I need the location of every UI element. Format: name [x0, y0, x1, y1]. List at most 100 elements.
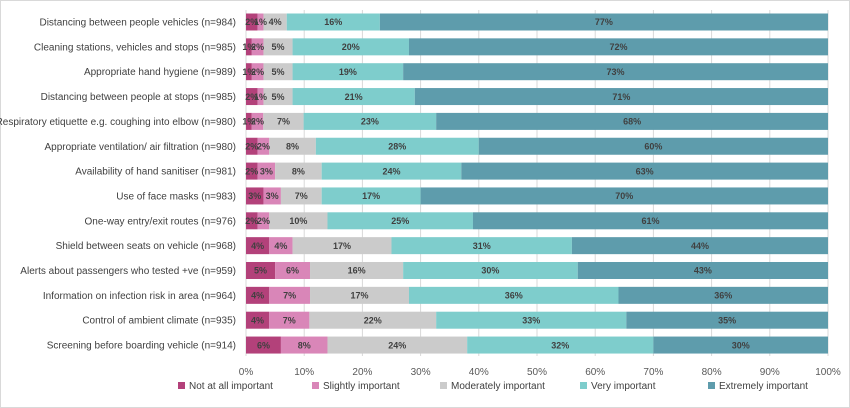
bar-segment: [263, 88, 293, 106]
bar-segment: [618, 286, 828, 304]
bar-segment: [246, 162, 258, 180]
bar-segment: [275, 262, 311, 279]
bar-segment: [571, 237, 828, 255]
data-label: 2%: [245, 216, 258, 226]
bar-segment: [263, 63, 293, 81]
bar-segment: [327, 212, 473, 230]
x-tick-label: 0%: [239, 367, 254, 378]
category-label: Shield between seats on vehicle (n=968): [56, 241, 236, 252]
legend-swatch: [440, 382, 447, 389]
bar-segment: [269, 311, 310, 329]
data-label: 43%: [694, 266, 712, 276]
bar-segment: [246, 237, 270, 255]
category-label: Information on infection risk in area (n…: [43, 291, 236, 302]
x-axis-ticks: 0% 10% 20% 30% 40% 50% 60% 70% 80% 90% 100%: [239, 367, 841, 378]
bar-segment: [420, 187, 828, 205]
data-label: 19%: [339, 67, 357, 77]
data-label: 7%: [283, 291, 296, 301]
bar-segment: [292, 63, 404, 81]
data-label: 7%: [295, 191, 308, 201]
bar-segment: [577, 262, 828, 279]
data-label: 2%: [257, 216, 270, 226]
data-label: 1%: [242, 67, 255, 77]
category-label: Screening before boarding vehicle (n=914…: [47, 341, 236, 352]
x-tick-label: 30%: [411, 367, 431, 378]
bar-segment: [257, 88, 264, 106]
bar-segment: [315, 137, 479, 155]
data-label: 33%: [522, 315, 540, 325]
legend-label: Very important: [591, 381, 656, 392]
category-label: Control of ambient climate (n=935): [82, 316, 236, 327]
data-label: 3%: [248, 191, 261, 201]
data-label: 68%: [623, 117, 641, 127]
category-label: Appropriate ventilation/ air filtration …: [45, 142, 237, 153]
data-label: 4%: [251, 291, 264, 301]
bar-segment: [408, 286, 619, 304]
data-label: 3%: [266, 191, 279, 201]
bar-segment: [403, 262, 578, 279]
data-label: 30%: [481, 266, 499, 276]
x-tick-label: 70%: [643, 367, 663, 378]
legend: Not at all important Slightly important Mo…: [178, 381, 808, 392]
bar-segment: [246, 286, 270, 304]
bar-segment: [251, 63, 264, 81]
data-label: 16%: [324, 17, 342, 27]
data-label: 2%: [251, 42, 264, 52]
bar-segment: [246, 311, 270, 329]
data-label: 4%: [251, 241, 264, 251]
data-label: 2%: [245, 92, 258, 102]
bar-segment: [263, 112, 304, 130]
x-tick-label: 50%: [527, 367, 547, 378]
bar-segment: [269, 286, 311, 304]
bar-segment: [246, 336, 281, 354]
data-label: 5%: [272, 67, 285, 77]
bar-segment: [292, 38, 409, 56]
data-label: 24%: [388, 340, 406, 350]
data-label: 44%: [691, 241, 709, 251]
data-label: 20%: [342, 42, 360, 52]
data-label: 4%: [274, 241, 287, 251]
bar-segment: [414, 88, 828, 106]
bar-segment: [653, 336, 828, 354]
bar-segment: [280, 336, 328, 354]
data-label: 24%: [382, 166, 400, 176]
data-label: 21%: [345, 92, 363, 102]
legend-label: Slightly important: [323, 381, 400, 392]
category-label: Distancing between people at stops (n=98…: [41, 92, 236, 103]
data-label: 6%: [286, 266, 299, 276]
data-label: 35%: [718, 315, 736, 325]
bar-segment: [303, 112, 437, 130]
data-label: 2%: [245, 17, 258, 27]
data-label: 16%: [348, 266, 366, 276]
x-tick-label: 100%: [815, 367, 841, 378]
bar-segment: [408, 38, 828, 56]
bar-segment: [257, 212, 270, 230]
bar-segment: [246, 112, 252, 130]
bar-segment: [478, 137, 828, 155]
category-label: Appropriate hand hygiene (n=989): [84, 67, 236, 78]
data-label: 2%: [251, 67, 264, 77]
legend-swatch: [708, 382, 715, 389]
legend-swatch: [580, 382, 587, 389]
bar-segment: [246, 262, 276, 279]
bar-segment: [321, 162, 462, 180]
x-tick-label: 60%: [585, 367, 605, 378]
category-label: Alerts about passengers who tested +ve (…: [20, 266, 236, 277]
data-label: 1%: [242, 117, 255, 127]
x-tick-label: 40%: [469, 367, 489, 378]
data-label: 4%: [251, 315, 264, 325]
data-label: 72%: [609, 42, 627, 52]
data-label: 6%: [257, 340, 270, 350]
data-label: 4%: [269, 17, 282, 27]
bar-segment: [251, 38, 264, 56]
bar-segment: [292, 237, 392, 255]
data-label: 63%: [636, 166, 654, 176]
bar-segment: [391, 237, 572, 255]
bar-segment: [292, 88, 415, 106]
category-label: Availability of hand sanitiser (n=981): [75, 167, 236, 178]
bar-segment: [263, 38, 293, 56]
data-label: 73%: [607, 67, 625, 77]
data-label: 25%: [391, 216, 409, 226]
bar-segment: [246, 137, 258, 155]
bar-segment: [626, 311, 828, 329]
